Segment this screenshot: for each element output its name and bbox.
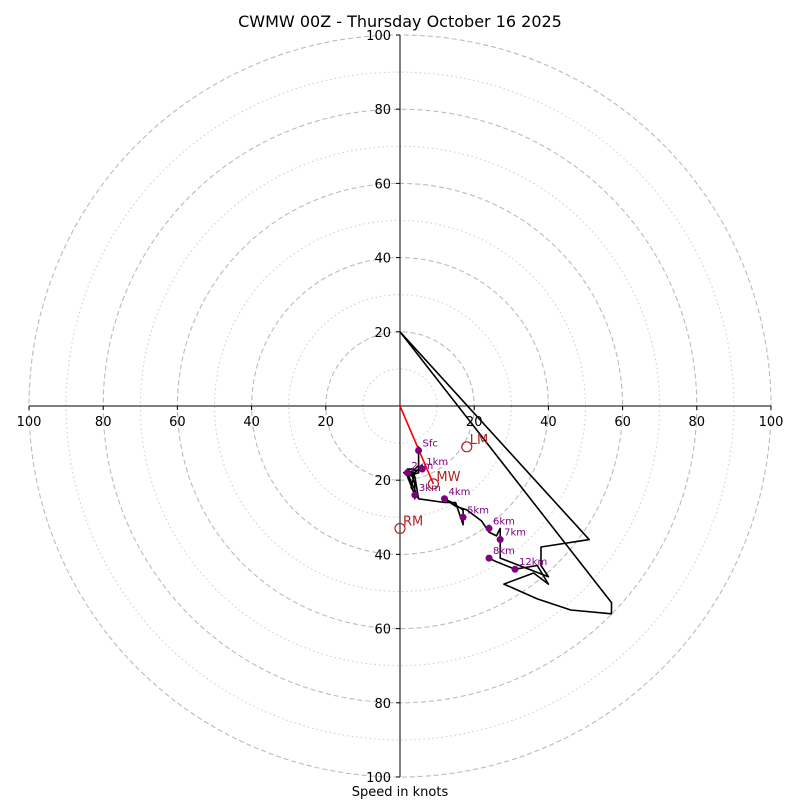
height-marker-dot: [418, 465, 426, 473]
height-marker-dot: [411, 491, 419, 499]
height-marker-label: 6km: [493, 516, 515, 527]
mean-wind-vector: [399, 405, 435, 485]
storm-motion-label: MW: [436, 470, 460, 485]
storm-motion-markers: LM MW RM: [394, 433, 488, 535]
y-tick-label: 100: [366, 771, 391, 786]
height-marker-label: 1km: [426, 457, 448, 468]
y-tick-label: 40: [374, 548, 391, 563]
height-marker-dot: [485, 524, 493, 532]
x-tick-label: 20: [318, 415, 335, 430]
y-tick-label: 60: [374, 623, 391, 638]
height-marker-label: 7km: [504, 528, 526, 539]
height-marker-label: 8km: [493, 546, 515, 557]
height-marker-dot: [441, 495, 449, 503]
height-marker-dot: [415, 447, 423, 455]
y-tick-label: 20: [374, 474, 391, 489]
height-marker-label: 5km: [467, 505, 489, 516]
storm-motion-marker: [461, 441, 473, 453]
x-tick-label: 80: [689, 415, 706, 430]
y-tick-label: 40: [374, 252, 391, 267]
storm-motion-marker: [427, 478, 439, 490]
height-marker-label: 12km: [519, 557, 547, 568]
x-tick-label: 100: [759, 415, 784, 430]
height-marker-dot: [459, 513, 467, 521]
height-marker-dot: [496, 536, 504, 544]
y-tick-labels: 100 80 60 40 20 20 40 60 80 100: [366, 29, 400, 786]
y-tick-label: 60: [374, 177, 391, 192]
x-tick-label: 100: [17, 415, 42, 430]
x-axis-label: Speed in knots: [352, 785, 449, 800]
storm-motion-marker: [394, 522, 406, 535]
y-tick-label: 100: [366, 29, 391, 44]
height-marker-dot: [511, 565, 519, 573]
x-tick-label: 40: [243, 415, 260, 430]
x-tick-label: 40: [540, 415, 557, 430]
y-tick-label: 80: [374, 697, 391, 712]
height-marker-label: 4km: [449, 487, 471, 498]
x-tick-label: 60: [614, 415, 631, 430]
height-marker-label: Sfc: [423, 439, 438, 450]
chart-title: CWMW 00Z - Thursday October 16 2025: [238, 12, 562, 31]
height-marker-dot: [485, 554, 493, 562]
height-marker-label: 3km: [419, 483, 441, 494]
x-tick-label: 80: [95, 415, 112, 430]
height-marker-label: 2km: [411, 461, 433, 472]
y-tick-label: 20: [374, 326, 391, 341]
x-tick-label: 60: [169, 415, 186, 430]
y-tick-label: 80: [374, 103, 391, 118]
height-marker-dot: [403, 469, 411, 477]
mean-wind-line: [399, 405, 435, 485]
storm-motion-label: RM: [403, 514, 423, 529]
storm-motion-label: LM: [470, 433, 488, 448]
